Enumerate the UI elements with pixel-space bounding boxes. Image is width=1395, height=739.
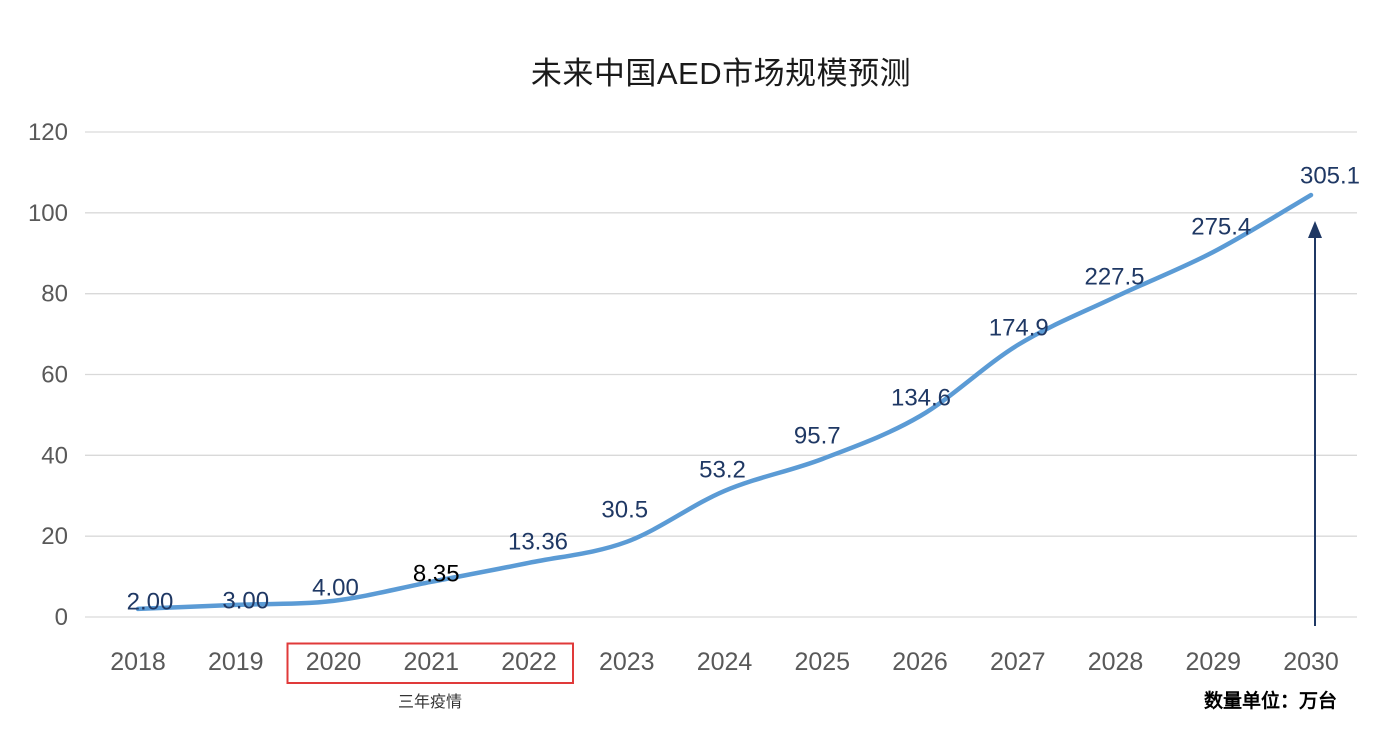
series-line: [135, 192, 1314, 612]
arrow-head-icon: [1308, 221, 1322, 238]
x-tick-2025: 2025: [794, 648, 850, 676]
data-label-2026: 134.6: [891, 385, 951, 412]
data-label-2028: 227.5: [1084, 263, 1144, 290]
x-tick-2023: 2023: [599, 648, 655, 676]
y-tick-0: 0: [55, 604, 68, 631]
chart-title: 未来中国AED市场规模预测: [530, 56, 912, 91]
y-tick-20: 20: [41, 523, 68, 550]
x-tick-2029: 2029: [1185, 648, 1241, 676]
data-label-2025: 95.7: [794, 422, 841, 449]
x-tick-2019: 2019: [208, 648, 264, 676]
y-tick-40: 40: [41, 442, 68, 469]
x-tick-2021: 2021: [403, 648, 459, 676]
x-tick-2024: 2024: [697, 648, 753, 676]
x-tick-2030: 2030: [1283, 648, 1339, 676]
data-label-2022: 13.36: [508, 528, 568, 555]
data-label-2029: 275.4: [1191, 214, 1251, 241]
data-label-2018: 2.00: [127, 588, 174, 615]
data-label-2027: 174.9: [989, 314, 1049, 341]
y-tick-120: 120: [28, 119, 68, 146]
y-tick-60: 60: [41, 361, 68, 388]
x-tick-2026: 2026: [892, 648, 948, 676]
data-label-2024: 53.2: [699, 456, 746, 483]
data-label-2019: 3.00: [222, 587, 269, 614]
y-tick-80: 80: [41, 281, 68, 308]
unit-note: 数量单位：万台: [1203, 691, 1337, 712]
x-tick-2022: 2022: [501, 648, 557, 676]
data-label-2021: 8.35: [413, 560, 460, 587]
pandemic-annotation-label: 三年疫情: [397, 692, 462, 711]
x-tick-2018: 2018: [110, 648, 166, 676]
data-label-2030: 305.1: [1300, 163, 1360, 190]
data-label-2023: 30.5: [601, 496, 648, 523]
y-tick-100: 100: [28, 200, 68, 227]
data-label-2020: 4.00: [312, 574, 359, 601]
x-tick-2027: 2027: [990, 648, 1046, 676]
x-tick-2028: 2028: [1088, 648, 1144, 676]
pandemic-box: [286, 642, 574, 684]
x-tick-2020: 2020: [306, 648, 362, 676]
